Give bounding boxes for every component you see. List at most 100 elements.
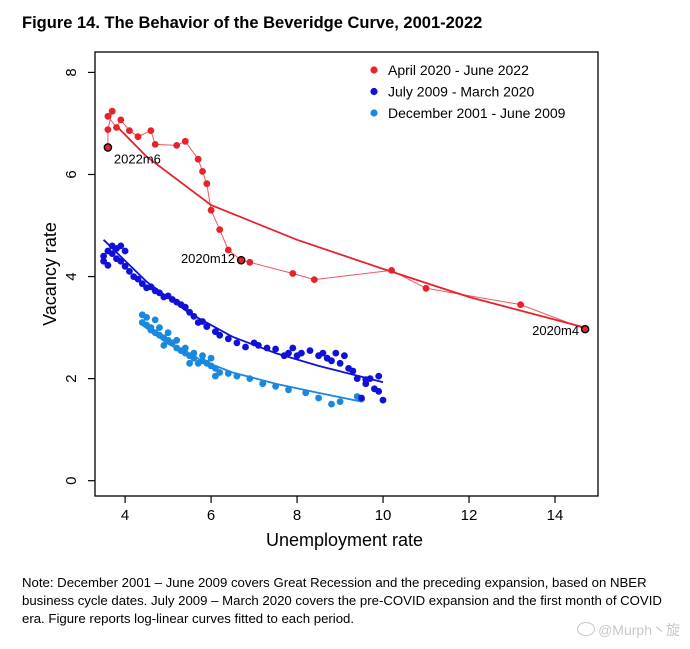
y-tick-label: 4 (63, 272, 80, 280)
data-point (199, 168, 206, 175)
x-axis-label: Unemployment rate (266, 530, 423, 550)
fit-curve (141, 324, 362, 403)
legend-label: April 2020 - June 2022 (388, 62, 529, 78)
data-point (315, 394, 322, 402)
data-point (375, 372, 383, 380)
x-tick-label: 12 (461, 507, 478, 524)
data-point (181, 344, 189, 352)
data-point (285, 386, 292, 394)
data-point (108, 107, 116, 115)
data-point (147, 127, 155, 134)
data-point (143, 284, 151, 292)
data-point (138, 311, 146, 319)
data-point (147, 324, 155, 331)
data-point (272, 345, 279, 353)
x-tick-label: 6 (207, 507, 215, 524)
data-point (173, 344, 181, 352)
data-point (203, 180, 211, 188)
data-point (194, 319, 202, 326)
data-point (289, 344, 297, 352)
data-point (100, 252, 107, 260)
data-point (125, 268, 133, 275)
data-points (100, 107, 590, 408)
data-point (207, 354, 215, 362)
figure-note: Note: December 2001 – June 2009 covers G… (22, 575, 662, 626)
data-point (246, 375, 254, 382)
data-point (113, 124, 120, 131)
legend-marker (370, 87, 378, 96)
data-point (173, 142, 181, 149)
data-point (138, 319, 146, 326)
data-point (121, 247, 129, 255)
highlight-label: 2020m12 (181, 251, 235, 266)
weibo-icon (577, 622, 596, 636)
axes: 4 6 8 10 12 14 0 2 4 6 8 Unemployment rate Vacancy r… (40, 51, 599, 550)
data-point (151, 141, 159, 148)
y-tick-label: 2 (63, 374, 80, 382)
data-point (173, 336, 181, 344)
data-point (246, 258, 254, 266)
data-point (517, 301, 524, 308)
data-point (242, 343, 249, 351)
data-point (194, 155, 202, 163)
data-point (306, 347, 314, 354)
data-point (224, 370, 232, 377)
data-point (310, 276, 318, 283)
data-point (224, 335, 232, 343)
data-point (160, 293, 168, 301)
data-point (212, 328, 219, 336)
data-point (104, 126, 112, 133)
data-point (224, 246, 232, 254)
data-point (104, 247, 112, 255)
y-tick-label: 0 (63, 477, 80, 485)
data-point (203, 323, 211, 330)
data-point (134, 133, 142, 141)
data-point (207, 206, 215, 214)
data-point (194, 359, 202, 367)
watermark: @Murph丶旋 (577, 620, 680, 640)
data-point (315, 352, 322, 360)
data-point (233, 339, 241, 347)
data-point (160, 342, 168, 349)
data-point (151, 316, 159, 324)
legend-label: December 2001 - June 2009 (388, 105, 566, 121)
data-point (289, 270, 297, 277)
legend-label: July 2009 - March 2020 (388, 84, 535, 100)
fit-curve (102, 239, 384, 384)
fit-curves (102, 125, 586, 403)
data-point (216, 226, 224, 234)
data-point (186, 308, 194, 316)
data-point (388, 267, 395, 274)
data-point (280, 352, 288, 360)
legend: April 2020 - June 2022 July 2009 - March … (370, 62, 566, 121)
data-point (117, 242, 125, 250)
watermark-text: @Murph丶旋 (598, 622, 680, 638)
highlight-point (236, 255, 246, 265)
x-tick-label: 8 (293, 507, 301, 524)
point-labels: 2022m6 2020m12 2020m4 (114, 151, 579, 338)
data-point (113, 255, 120, 263)
data-point (164, 329, 172, 337)
data-point (371, 385, 378, 393)
x-tick-label: 10 (375, 507, 392, 524)
data-point (332, 349, 340, 357)
legend-marker (370, 66, 378, 74)
data-point (358, 394, 365, 402)
data-point (121, 262, 129, 270)
data-point (293, 352, 301, 360)
data-point (250, 339, 258, 347)
highlight-point (580, 324, 590, 334)
data-point (190, 349, 198, 357)
y-tick-label: 8 (63, 68, 80, 76)
data-point (100, 257, 107, 265)
data-point (181, 137, 189, 145)
data-point (156, 324, 163, 331)
data-point (104, 261, 112, 269)
highlight-point (103, 143, 113, 152)
fit-curve (115, 125, 586, 329)
data-point (328, 400, 335, 408)
data-point (379, 396, 387, 404)
data-point (263, 344, 271, 352)
y-tick-label: 6 (63, 170, 80, 178)
plot-frame (94, 51, 599, 497)
